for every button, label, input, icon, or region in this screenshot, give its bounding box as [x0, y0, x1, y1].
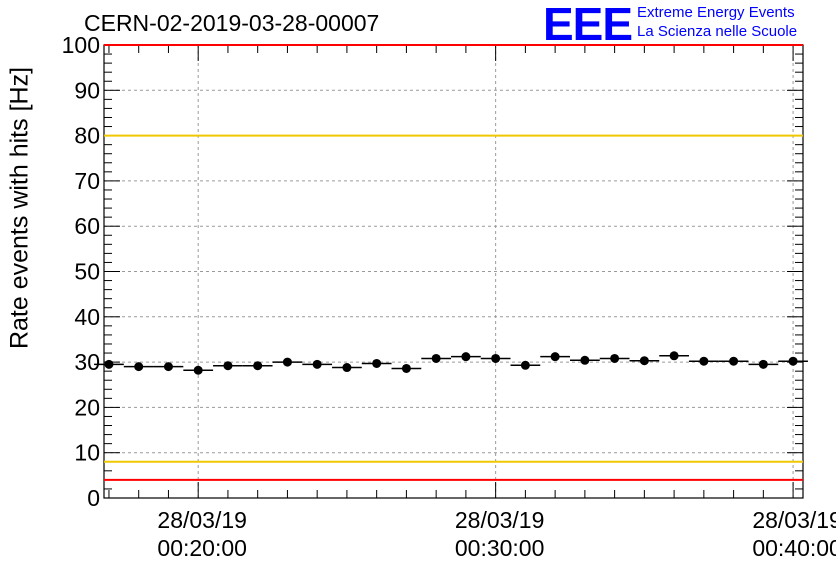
data-point — [639, 356, 649, 366]
data-point — [580, 355, 590, 365]
data-point — [788, 356, 798, 366]
y-tick-label: 100 — [62, 32, 100, 58]
y-tick-label: 30 — [74, 349, 100, 375]
logo-line-1: Extreme Energy Events — [637, 4, 795, 21]
data-point — [372, 358, 382, 368]
x-tick-label-time: 00:30:00 — [455, 535, 545, 561]
y-tick-label: 80 — [74, 123, 100, 149]
y-tick-label: 70 — [74, 168, 100, 194]
data-point — [431, 353, 441, 363]
data-point — [520, 360, 530, 370]
x-tick-label-date: 28/03/19 — [455, 507, 545, 533]
data-point — [223, 361, 233, 371]
data-point — [550, 352, 560, 362]
y-tick-label: 0 — [87, 485, 100, 511]
data-point — [134, 362, 144, 372]
chart-title: CERN-02-2019-03-28-00007 — [84, 10, 380, 36]
data-point — [758, 359, 768, 369]
x-tick-label-date: 28/03/19 — [157, 507, 247, 533]
data-point — [193, 365, 203, 375]
data-point — [104, 359, 114, 369]
y-tick-label: 50 — [74, 259, 100, 285]
data-point — [401, 363, 411, 373]
y-tick-label: 60 — [74, 213, 100, 239]
data-point — [610, 353, 620, 363]
data-point — [253, 361, 263, 371]
data-point — [729, 356, 739, 366]
y-tick-label: 10 — [74, 440, 100, 466]
data-point — [163, 362, 173, 372]
eee-logo: EEE — [543, 0, 633, 50]
data-point — [342, 363, 352, 373]
data-point — [491, 353, 501, 363]
y-tick-label: 40 — [74, 304, 100, 330]
x-tick-label-time: 00:20:00 — [157, 535, 247, 561]
x-tick-label-date: 28/03/19 — [752, 507, 836, 533]
y-tick-label: 90 — [74, 77, 100, 103]
logo-line-2: La Scienza nelle Scuole — [637, 23, 798, 40]
data-point — [461, 352, 471, 362]
data-point — [312, 359, 322, 369]
y-tick-label: 20 — [74, 394, 100, 420]
x-tick-label-time: 00:40:00 — [752, 535, 836, 561]
data-point — [669, 351, 679, 361]
data-point — [282, 357, 292, 367]
logo-caption: Extreme Energy Events La Scienza nelle S… — [637, 3, 797, 41]
data-point — [699, 356, 709, 366]
